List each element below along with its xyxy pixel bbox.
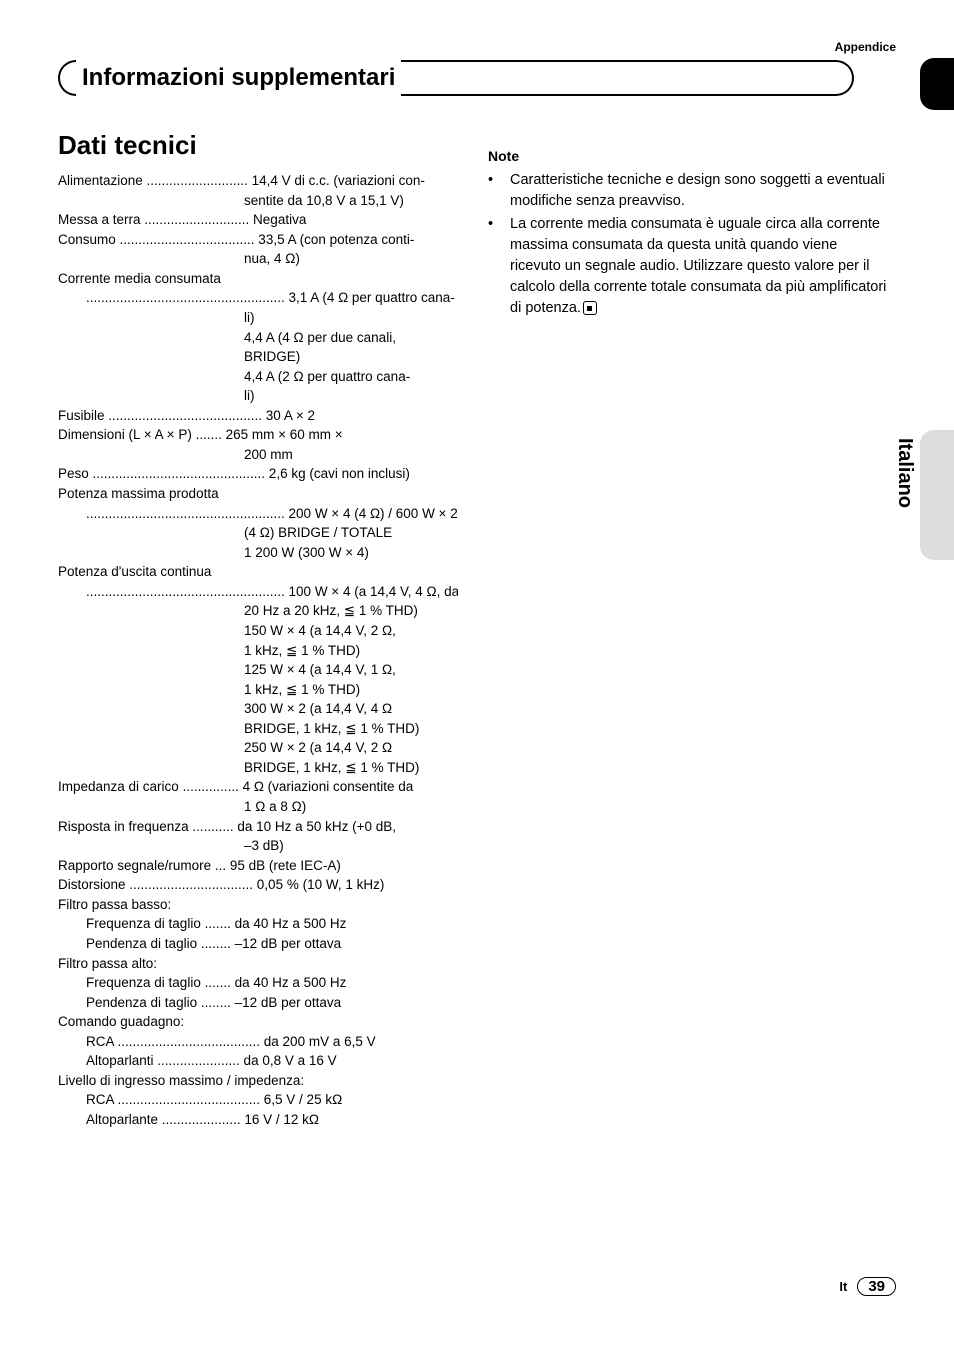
bullet-icon: •	[488, 214, 510, 319]
spec-label-line: Potenza d'uscita continua	[58, 562, 458, 582]
spec-row: Pendenza di taglio ........ –12 dB per o…	[58, 934, 458, 954]
spec-row: Risposta in frequenza ........... da 10 …	[58, 817, 458, 837]
end-icon	[583, 301, 597, 315]
note-item: •Caratteristiche tecniche e design sono …	[488, 170, 888, 212]
spec-value-cont: li)	[58, 308, 458, 328]
spec-value-cont: 125 W × 4 (a 14,4 V, 1 Ω,	[58, 660, 458, 680]
note-text: Caratteristiche tecniche e design sono s…	[510, 170, 888, 212]
spec-row: Altoparlanti ...................... da 0…	[58, 1051, 458, 1071]
spec-value-cont: nua, 4 Ω)	[58, 249, 458, 269]
spec-value-cont: 20 Hz a 20 kHz, ≦ 1 % THD)	[58, 601, 458, 621]
black-side-tab	[920, 58, 954, 110]
spec-row: Frequenza di taglio ....... da 40 Hz a 5…	[58, 973, 458, 993]
spec-value-cont: li)	[58, 386, 458, 406]
title-line	[401, 60, 836, 96]
spec-row: ........................................…	[58, 288, 458, 308]
spec-value-cont: 200 mm	[58, 445, 458, 465]
spec-row: Altoparlante ..................... 16 V …	[58, 1110, 458, 1130]
spec-row: Rapporto segnale/rumore ... 95 dB (rete …	[58, 856, 458, 876]
spec-label-line: Corrente media consumata	[58, 269, 458, 289]
appendix-label: Appendice	[835, 40, 896, 54]
spec-row: Distorsione ............................…	[58, 875, 458, 895]
spec-value-cont: BRIDGE, 1 kHz, ≦ 1 % THD)	[58, 758, 458, 778]
spec-value-cont: (4 Ω) BRIDGE / TOTALE	[58, 523, 458, 543]
spec-value-cont: sentite da 10,8 V a 15,1 V)	[58, 191, 458, 211]
spec-value-cont: 4,4 A (2 Ω per quattro cana-	[58, 367, 458, 387]
specs-list: Alimentazione ..........................…	[58, 171, 458, 1130]
bullet-icon: •	[488, 170, 510, 212]
spec-value-cont: –3 dB)	[58, 836, 458, 856]
title-cap-right	[836, 60, 854, 96]
spec-label-line: Filtro passa alto:	[58, 954, 458, 974]
spec-row: ........................................…	[58, 504, 458, 524]
footer-page: 39	[857, 1277, 896, 1296]
section-title: Dati tecnici	[58, 130, 458, 161]
spec-value-cont: 1 kHz, ≦ 1 % THD)	[58, 641, 458, 661]
spec-value-cont: 1 200 W (300 W × 4)	[58, 543, 458, 563]
spec-row: Fusibile ...............................…	[58, 406, 458, 426]
content-columns: Dati tecnici Alimentazione .............…	[58, 130, 896, 1130]
spec-row: Dimensioni (L × A × P) ....... 265 mm × …	[58, 425, 458, 445]
page-footer: It 39	[839, 1277, 896, 1296]
page-title: Informazioni supplementari	[76, 64, 401, 92]
spec-label-line: Filtro passa basso:	[58, 895, 458, 915]
spec-value-cont: 150 W × 4 (a 14,4 V, 2 Ω,	[58, 621, 458, 641]
spec-value-cont: 1 Ω a 8 Ω)	[58, 797, 458, 817]
notes-list: •Caratteristiche tecniche e design sono …	[488, 170, 888, 319]
spec-label-line: Comando guadagno:	[58, 1012, 458, 1032]
spec-row: Messa a terra ..........................…	[58, 210, 458, 230]
left-column: Dati tecnici Alimentazione .............…	[58, 130, 458, 1130]
spec-row: Impedanza di carico ............... 4 Ω …	[58, 777, 458, 797]
spec-label-line: Potenza massima prodotta	[58, 484, 458, 504]
spec-value-cont: BRIDGE)	[58, 347, 458, 367]
note-title: Note	[488, 148, 888, 164]
spec-value-cont: 250 W × 2 (a 14,4 V, 2 Ω	[58, 738, 458, 758]
spec-value-cont: BRIDGE, 1 kHz, ≦ 1 % THD)	[58, 719, 458, 739]
footer-lang: It	[839, 1279, 847, 1294]
spec-label-line: Livello di ingresso massimo / impedenza:	[58, 1071, 458, 1091]
spec-value-cont: 300 W × 2 (a 14,4 V, 4 Ω	[58, 699, 458, 719]
spec-row: Frequenza di taglio ....... da 40 Hz a 5…	[58, 914, 458, 934]
spec-row: Consumo ................................…	[58, 230, 458, 250]
spec-row: Pendenza di taglio ........ –12 dB per o…	[58, 993, 458, 1013]
spec-row: RCA ....................................…	[58, 1032, 458, 1052]
spec-row: ........................................…	[58, 582, 458, 602]
title-cap-left	[58, 60, 76, 96]
note-item: •La corrente media consumata è uguale ci…	[488, 214, 888, 319]
spec-row: RCA ....................................…	[58, 1090, 458, 1110]
page-title-wrap: Informazioni supplementari	[58, 60, 854, 96]
spec-value-cont: 1 kHz, ≦ 1 % THD)	[58, 680, 458, 700]
spec-value-cont: 4,4 A (4 Ω per due canali,	[58, 328, 458, 348]
language-tab	[920, 430, 954, 560]
spec-row: Alimentazione ..........................…	[58, 171, 458, 191]
spec-row: Peso ...................................…	[58, 464, 458, 484]
right-column: Note •Caratteristiche tecniche e design …	[488, 130, 888, 1130]
note-text: La corrente media consumata è uguale cir…	[510, 214, 888, 319]
language-tab-label: Italiano	[893, 438, 916, 508]
